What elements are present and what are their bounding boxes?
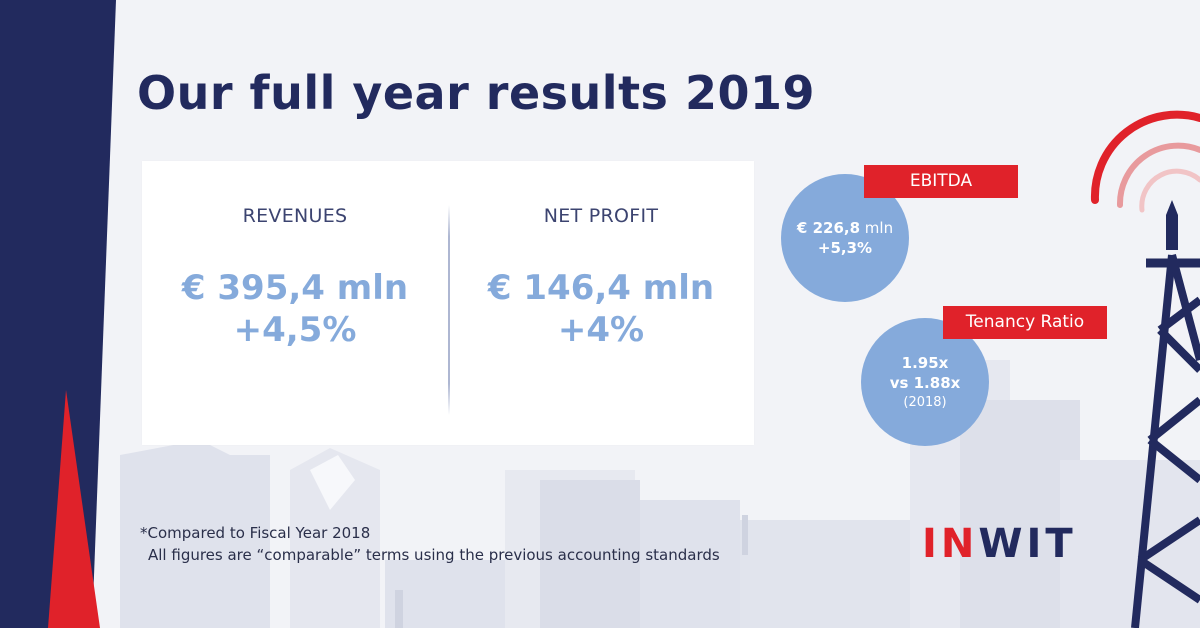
ebitda-unit: mln [860,219,894,237]
left-red-triangle [48,390,100,628]
tenancy-compare: vs 1.88x [889,373,961,392]
signal-waves [1090,110,1200,213]
results-card: REVENUES € 395,4 mln +4,5% NET PROFIT € … [142,161,754,445]
revenues-block: REVENUES € 395,4 mln +4,5% [142,205,448,351]
revenues-change: +4,5% [233,310,357,350]
tenancy-value: 1.95x [901,353,949,372]
footnote-line-2: All figures are “comparable” terms using… [148,546,720,564]
tenancy-bubble: 1.95x vs 1.88x (2018) [861,318,989,446]
ebitda-amount-line: € 226,8 mln [797,218,893,238]
card-divider [448,205,450,415]
page-title: Our full year results 2019 [137,66,815,120]
tower-antenna [1166,200,1178,250]
left-navy-band [0,0,116,628]
ebitda-amount: € 226,8 [796,219,861,237]
skyline-highlight [310,455,355,510]
signal-tower [1131,253,1200,628]
net-profit-block: NET PROFIT € 146,4 mln +4% [448,205,754,351]
footnote: *Compared to Fiscal Year 2018 All figure… [140,522,720,566]
net-profit-change: +4% [557,310,645,350]
inwit-logo: INWIT [922,524,1077,564]
ebitda-badge: EBITDA [864,165,1018,198]
city-skyline [120,360,1200,628]
revenues-amount: € 395,4 mln [181,268,409,308]
net-profit-label: NET PROFIT [543,205,659,227]
footnote-line-1: *Compared to Fiscal Year 2018 [140,524,371,542]
logo-part-3: T [1045,521,1077,567]
ebitda-change: +5,3% [817,239,873,257]
logo-part-1: IN [922,521,979,567]
tenancy-badge: Tenancy Ratio [943,306,1107,339]
net-profit-amount: € 146,4 mln [487,268,715,308]
tenancy-year: (2018) [903,394,947,410]
revenues-label: REVENUES [242,205,348,227]
logo-part-2: WI [978,521,1046,567]
